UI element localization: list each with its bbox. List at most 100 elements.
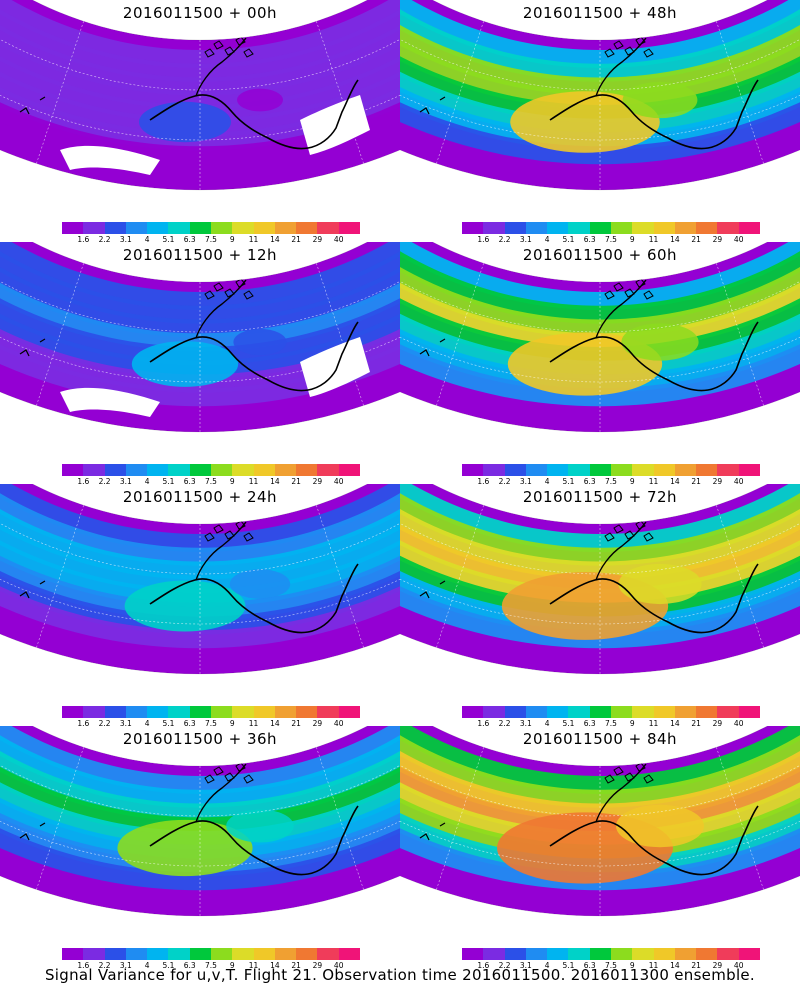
variance-band bbox=[0, 726, 400, 863]
colorbar-swatch bbox=[610, 706, 633, 718]
variance-band bbox=[0, 484, 400, 649]
colorbar-swatch bbox=[274, 706, 297, 718]
colorbar-swatch bbox=[104, 706, 126, 718]
colorbar-swatch bbox=[62, 464, 84, 476]
colorbar-swatch bbox=[462, 464, 484, 476]
colorbar-swatch bbox=[296, 464, 318, 476]
colorbar-swatch bbox=[483, 222, 505, 234]
colorbar-tick-label: 3.1 bbox=[519, 961, 532, 970]
colorbar-swatch bbox=[568, 464, 590, 476]
panel-title: 2016011500 + 48h bbox=[522, 4, 678, 22]
variance-maximum bbox=[510, 91, 660, 153]
colorbar-tick-label: 11 bbox=[248, 719, 259, 728]
map-field bbox=[400, 0, 800, 191]
colorbar-tick-label: 6.3 bbox=[583, 477, 596, 486]
colorbar-swatch bbox=[674, 706, 697, 718]
colorbar-swatch bbox=[632, 222, 654, 234]
colorbar-tick-label: 14 bbox=[270, 477, 280, 486]
variance-band bbox=[0, 0, 400, 137]
colorbar-tick-label: 11 bbox=[248, 235, 259, 244]
colorbar-swatch bbox=[296, 948, 318, 960]
colorbar-swatch bbox=[168, 222, 190, 234]
colorbar-swatch bbox=[483, 948, 505, 960]
colorbar-tick-label: 3.1 bbox=[119, 719, 132, 728]
colorbar-tick-label: 11 bbox=[648, 961, 659, 970]
panel-title: 2016011500 + 36h bbox=[122, 730, 278, 748]
colorbar-swatch bbox=[589, 948, 611, 960]
colorbar-swatch bbox=[62, 948, 84, 960]
island-outline bbox=[229, 510, 240, 520]
colorbar-swatch bbox=[674, 222, 697, 234]
colorbar-tick-label: 9 bbox=[629, 477, 635, 486]
colorbar-swatch bbox=[653, 948, 675, 960]
colorbar-tick-label: 6.3 bbox=[183, 235, 196, 244]
colorbar-swatch bbox=[738, 706, 760, 718]
colorbar-swatch bbox=[589, 222, 611, 234]
colorbar-swatch bbox=[83, 222, 105, 234]
island-outline bbox=[613, 524, 624, 534]
colorbar-tick-label: 11 bbox=[248, 961, 259, 970]
colorbar-swatch bbox=[83, 706, 105, 718]
colorbar-tick-label: 21 bbox=[291, 477, 301, 486]
meridian-line bbox=[316, 505, 364, 648]
variance-band bbox=[400, 0, 800, 110]
colorbar-tick-label: 5.1 bbox=[162, 961, 175, 970]
island-outline bbox=[243, 774, 254, 784]
variance-band bbox=[0, 726, 400, 849]
colorbar-tick-label: 21 bbox=[291, 235, 301, 244]
island-outline bbox=[635, 278, 646, 288]
variance-maximum bbox=[131, 341, 239, 387]
colorbar-swatch bbox=[338, 464, 360, 476]
island-outline bbox=[624, 530, 635, 540]
colorbar-tick-label: 7.5 bbox=[605, 719, 617, 728]
coastline bbox=[19, 580, 46, 599]
colorbar-swatch bbox=[696, 222, 718, 234]
coastline bbox=[595, 279, 647, 339]
colorbar-tick-label: 29 bbox=[712, 719, 723, 728]
island-outline bbox=[213, 766, 224, 776]
island-outline bbox=[624, 772, 635, 782]
colorbar-swatch bbox=[147, 464, 169, 476]
colorbar-swatch bbox=[210, 464, 233, 476]
colorbar-tick-label: 3.1 bbox=[519, 235, 532, 244]
colorbar-tick-label: 4 bbox=[144, 961, 150, 970]
colorbar-tick-label: 9 bbox=[229, 719, 235, 728]
map-panel-00h: 2016011500 + 00h 1.6 2.2 3.1 4 5.1 6.3 7.5 9 11 14… bbox=[0, 0, 400, 245]
colorbar-swatch bbox=[189, 706, 211, 718]
colorbar-tick-label: 1.6 bbox=[77, 719, 90, 728]
coastline bbox=[19, 338, 46, 357]
colorbar bbox=[462, 948, 760, 960]
colorbar-tick-label: 3.1 bbox=[519, 477, 532, 486]
colorbar-swatch bbox=[717, 948, 739, 960]
coastline bbox=[149, 805, 359, 876]
variance-band bbox=[0, 242, 400, 365]
island-outline bbox=[617, 510, 628, 520]
colorbar-tick-label: 5.1 bbox=[162, 477, 175, 486]
colorbar-swatch bbox=[232, 464, 254, 476]
colorbar-swatch bbox=[274, 222, 297, 234]
island-outline bbox=[624, 288, 635, 298]
island-outline bbox=[613, 766, 624, 776]
island-outline bbox=[604, 290, 615, 300]
colorbar-tick-label: 6.3 bbox=[583, 235, 596, 244]
variance-band bbox=[400, 0, 800, 96]
meridian-line bbox=[316, 21, 364, 164]
colorbar-tick-label: 40 bbox=[333, 961, 344, 970]
colorbar-tick-label: 21 bbox=[691, 961, 701, 970]
panel-title: 2016011500 + 24h bbox=[122, 488, 278, 506]
colorbar-labels: 1.6 2.2 3.1 4 5.1 6.3 7.5 9 11 14 21 29 40 bbox=[462, 719, 760, 729]
colorbar-swatch bbox=[189, 948, 211, 960]
variance-secondary bbox=[237, 88, 283, 112]
island-outline bbox=[213, 282, 224, 292]
colorbar-swatch bbox=[547, 464, 569, 476]
colorbar-swatch bbox=[232, 706, 254, 718]
variance-secondary bbox=[229, 569, 291, 599]
colorbar-tick-label: 3.1 bbox=[119, 961, 132, 970]
colorbar-tick-label: 14 bbox=[670, 961, 680, 970]
variance-band bbox=[400, 0, 800, 165]
colorbar-swatch bbox=[104, 948, 126, 960]
colorbar-tick-label: 1.6 bbox=[477, 719, 490, 728]
meridian-line bbox=[716, 21, 764, 164]
coastline bbox=[549, 321, 759, 392]
colorbar-tick-label: 3.1 bbox=[119, 477, 132, 486]
